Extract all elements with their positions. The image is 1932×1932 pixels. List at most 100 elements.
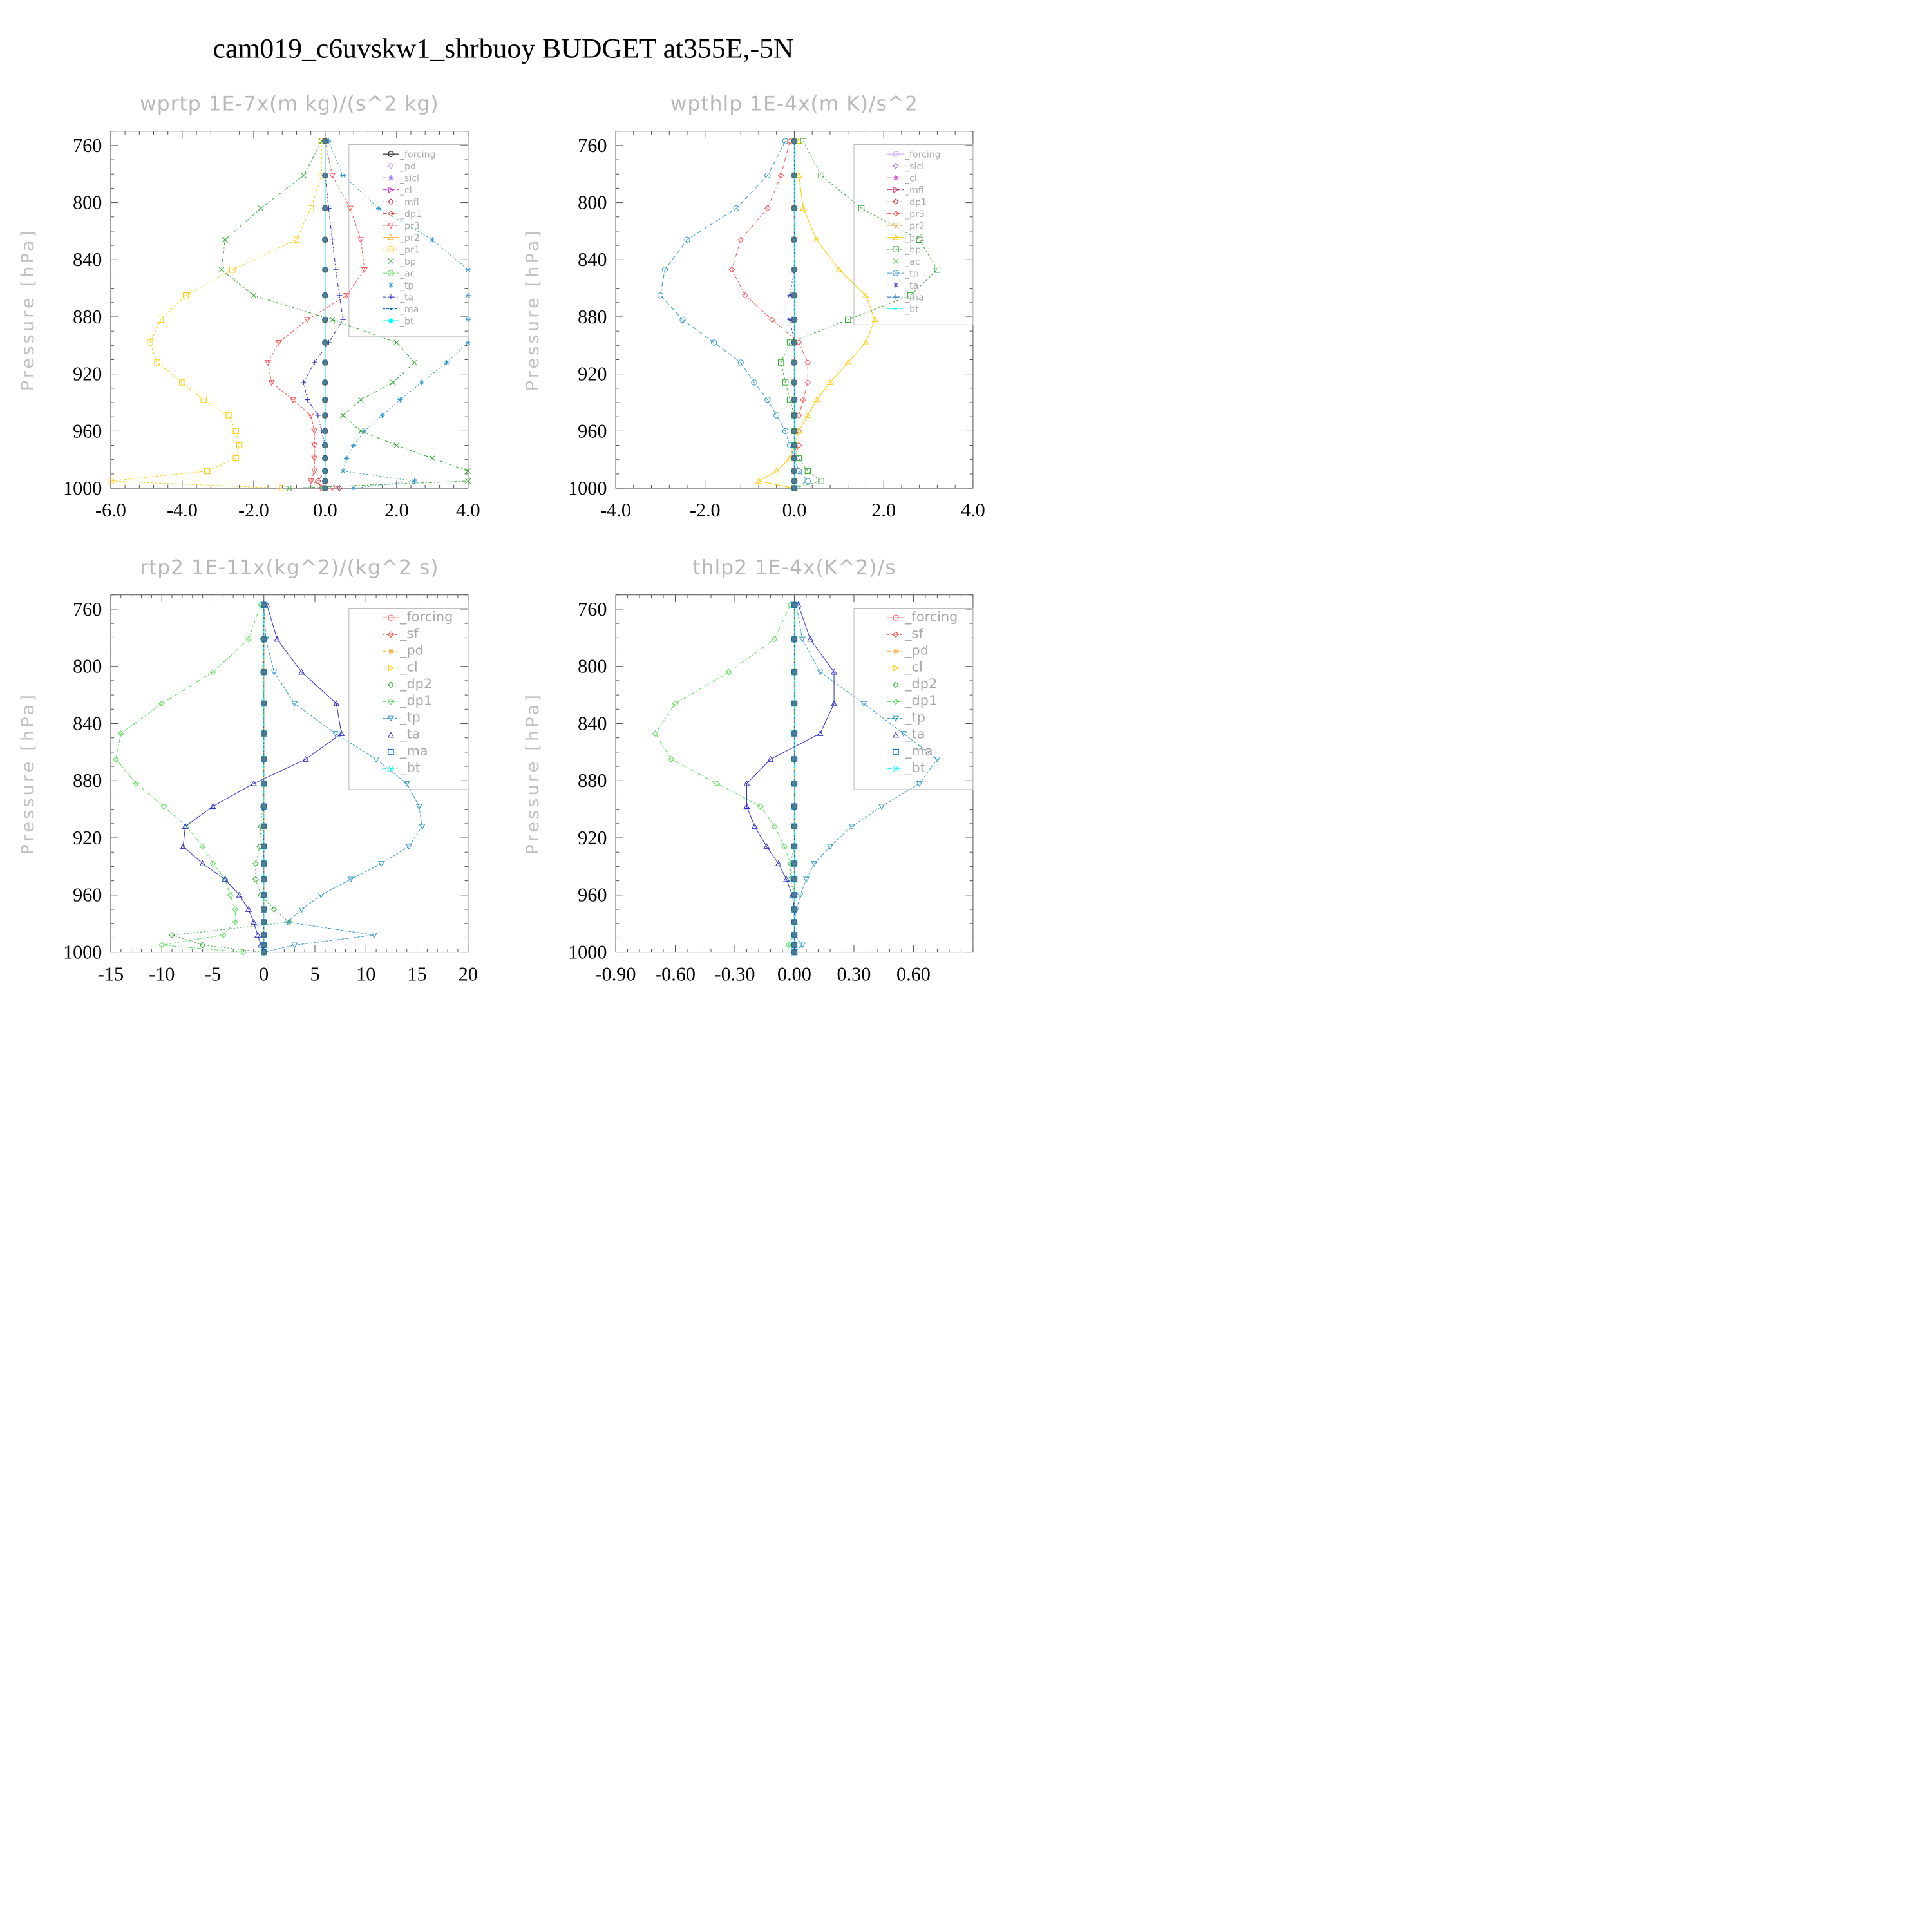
zero-stack-marker xyxy=(791,700,798,707)
zero-stack-marker xyxy=(791,455,798,462)
data-point xyxy=(787,292,793,298)
data-point xyxy=(147,339,153,346)
legend-marker xyxy=(387,223,395,229)
data-point xyxy=(767,755,774,762)
data-point xyxy=(154,359,160,366)
legend-box xyxy=(348,608,469,790)
legend-marker xyxy=(893,698,899,705)
x-tick-label: 4.0 xyxy=(961,499,985,521)
data-point xyxy=(907,292,914,299)
data-point xyxy=(725,668,732,676)
y-tick-label: 920 xyxy=(73,363,102,385)
series-pr1 xyxy=(755,137,878,491)
legend-marker xyxy=(387,234,395,240)
zero-stack-marker xyxy=(322,379,328,386)
legend-label: _bt xyxy=(399,316,414,327)
y-tick-label: 760 xyxy=(578,135,607,156)
y-tick-label: 880 xyxy=(578,306,607,328)
data-point xyxy=(804,478,811,484)
legend-marker xyxy=(893,151,899,157)
data-point xyxy=(661,267,668,273)
zero-stack-marker xyxy=(791,138,798,144)
data-point xyxy=(737,359,744,366)
chart-panel-2: wpthlp 1E-4x(m K)/s^2 Pressure [hPa] 760 80… xyxy=(523,92,985,520)
x-tick-label: 4.0 xyxy=(456,499,480,521)
legend-marker xyxy=(388,614,394,621)
data-point xyxy=(773,412,780,419)
legend-marker xyxy=(893,198,899,205)
data-point xyxy=(800,205,807,211)
legend-label: _sicl xyxy=(399,173,419,184)
data-point xyxy=(785,942,792,949)
x-tick-label: -4.0 xyxy=(600,499,631,521)
legend-box xyxy=(853,144,974,325)
legend-marker xyxy=(388,766,394,772)
zero-stack-marker xyxy=(791,730,798,737)
data-point xyxy=(412,478,417,484)
y-tick-label: 880 xyxy=(73,770,102,791)
legend-label: _ma xyxy=(904,743,933,759)
data-point xyxy=(182,823,189,829)
legend-label: _dp2 xyxy=(904,676,937,692)
data-point xyxy=(254,931,261,938)
legend-box xyxy=(853,608,974,790)
data-point xyxy=(274,636,281,642)
chart-panel-4: thlp2 1E-4x(K^2)/s Pressure [hPa] 760 800 84… xyxy=(523,556,974,985)
data-point xyxy=(751,823,758,829)
legend-label: _bt xyxy=(904,305,919,315)
data-point xyxy=(361,428,368,434)
series-line xyxy=(115,605,261,953)
legend-label: _tp xyxy=(399,281,414,291)
zero-stack-marker xyxy=(791,906,798,913)
y-axis-label: Pressure [hPa] xyxy=(18,692,38,855)
data-point xyxy=(811,861,818,867)
data-point xyxy=(338,730,345,736)
legend-marker xyxy=(388,246,394,252)
x-tick-label: 5 xyxy=(310,963,319,985)
series-line xyxy=(731,141,808,489)
legend-label: _dp1 xyxy=(904,197,927,207)
data-point xyxy=(818,478,824,484)
data-point xyxy=(240,949,247,956)
series-dp2 xyxy=(787,601,798,956)
data-point xyxy=(465,468,471,474)
legend-label: _forcing xyxy=(399,609,453,625)
data-point xyxy=(329,316,336,323)
data-point xyxy=(672,700,679,707)
data-point xyxy=(284,920,291,926)
data-point xyxy=(771,636,778,643)
data-point xyxy=(229,267,236,273)
data-point xyxy=(375,205,382,211)
legend-label: _ac xyxy=(399,269,415,279)
data-point xyxy=(336,485,343,491)
data-point xyxy=(245,905,252,912)
legend-label: _dp1 xyxy=(904,693,937,709)
zero-stack-marker xyxy=(322,412,328,419)
data-point xyxy=(817,669,824,676)
figure-canvas: cam019_c6uvskw1_shrbuoy BUDGET at355E,-5… xyxy=(18,33,985,985)
data-point xyxy=(804,468,811,475)
zero-stack-marker xyxy=(791,205,798,212)
data-point xyxy=(799,942,806,949)
data-point xyxy=(199,942,206,949)
data-point xyxy=(232,919,239,925)
legend-label: _sicl xyxy=(904,162,924,172)
legend-label: _cl xyxy=(399,185,412,196)
data-point xyxy=(298,907,305,913)
zero-stack-marker xyxy=(791,412,798,419)
series-line xyxy=(110,141,322,489)
series-ta xyxy=(301,138,346,491)
x-tick-label: 0.60 xyxy=(896,963,931,985)
data-point xyxy=(317,892,325,899)
data-point xyxy=(336,292,343,298)
legend-marker xyxy=(387,732,395,738)
legend-label: _dp1 xyxy=(399,209,422,220)
data-point xyxy=(304,397,310,402)
data-point xyxy=(298,668,305,675)
data-point xyxy=(862,292,869,298)
data-point xyxy=(236,442,243,449)
data-point xyxy=(714,780,721,787)
data-point xyxy=(315,412,321,419)
series-dp1 xyxy=(652,601,798,956)
legend-label: _mfl xyxy=(399,197,419,207)
